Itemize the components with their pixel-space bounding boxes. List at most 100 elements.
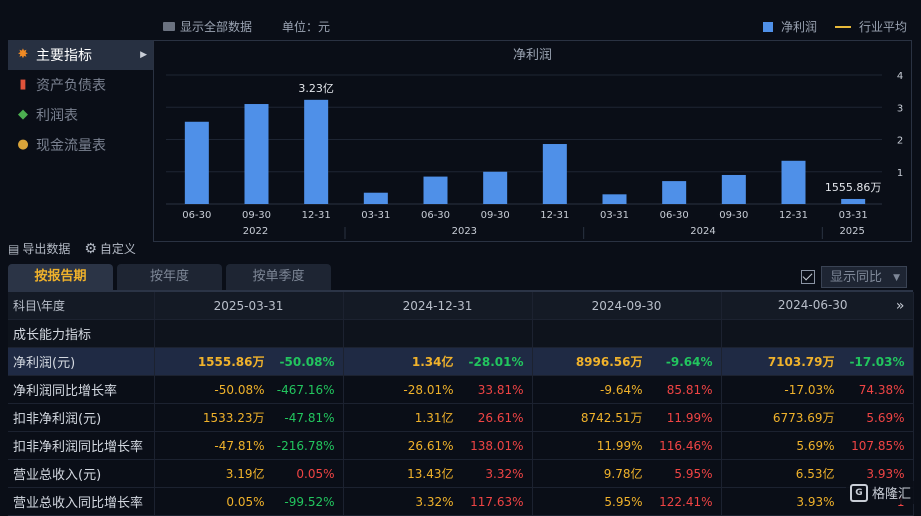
table-cell: 5.95% 122.41% <box>532 487 722 516</box>
bar <box>542 144 567 204</box>
legend-bar-swatch <box>762 21 773 32</box>
cell-value: 1533.23万 <box>202 411 265 425</box>
bar <box>841 198 866 204</box>
table-cell: -9.64% 85.81% <box>532 375 722 404</box>
table-cell: -28.01% 33.81% <box>343 375 533 404</box>
row-label: 净利润同比增长率 <box>8 375 155 404</box>
bar <box>244 104 269 204</box>
table-cell: 26.61% 138.01% <box>343 431 533 460</box>
cell-change: 5.69% <box>866 411 905 425</box>
row-label: 营业总收入同比增长率 <box>8 487 155 516</box>
y-tick-label: 4 <box>897 71 903 82</box>
cell-value: 11.99% <box>596 438 643 453</box>
bar <box>721 174 746 204</box>
customize-button[interactable]: ⚙ 自定义 <box>84 240 136 257</box>
year-label: 2023 <box>452 226 477 237</box>
header-col-4-label: 2024-06-30 <box>777 297 848 312</box>
tab-by-year[interactable]: 按年度 <box>117 264 222 290</box>
cell-value: -47.81% <box>214 438 265 453</box>
table-row[interactable]: 净利润同比增长率 -50.08% -467.16% -28.01% 33.81% -9.6… <box>8 375 914 404</box>
export-data-button[interactable]: ▤ 导出数据 <box>8 240 70 257</box>
y-tick-label: 2 <box>897 136 903 147</box>
cell-value: 13.43亿 <box>407 467 454 481</box>
cell-change: 3.32% <box>485 467 524 481</box>
x-tick-label: 09-30 <box>481 210 510 221</box>
arrow-right-icon: ▶ <box>140 50 147 60</box>
header-col-3[interactable]: 2024-09-30 <box>532 292 722 320</box>
next-page-icon[interactable]: » <box>895 297 905 314</box>
section-label: 成长能力指标 <box>8 319 155 348</box>
x-tick-label: 09-30 <box>719 210 748 221</box>
header-col-4[interactable]: 2024-06-30 » <box>721 292 914 320</box>
cell-change: -9.64% <box>665 355 713 369</box>
table-cell: 3.32% 117.63% <box>343 487 533 516</box>
sidebar-item-main-indicators[interactable]: ✸ 主要指标 ▶ <box>8 40 153 70</box>
row-label: 营业总收入(元) <box>8 459 155 488</box>
tab-by-report-period[interactable]: 按报告期 <box>8 264 113 290</box>
unit-label: 单位：元 <box>282 20 331 34</box>
cell-change: 122.41% <box>659 494 713 509</box>
x-tick-label: 06-30 <box>660 210 689 221</box>
yoy-checkbox[interactable] <box>801 270 815 284</box>
table-cell: 0.05% -99.52% <box>154 487 344 516</box>
cell-value: 3.93% <box>796 494 835 509</box>
row-label: 净利润(元) <box>8 347 155 376</box>
section-row: 成长能力指标 <box>8 319 914 348</box>
yoy-dropdown[interactable]: 显示同比 ▼ <box>821 266 907 288</box>
bar <box>304 99 329 204</box>
cell-change: 3.93% <box>866 467 905 481</box>
cell-change: 85.81% <box>666 382 713 397</box>
table-cell: 13.43亿 3.32% <box>343 459 533 488</box>
header-col-2[interactable]: 2024-12-31 <box>343 292 533 320</box>
empty-cell <box>154 319 344 348</box>
table-row[interactable]: 营业总收入同比增长率 0.05% -99.52% 3.32% 117.63% 5.95% 1… <box>8 487 914 516</box>
table-row[interactable]: 营业总收入(元) 3.19亿 0.05% 13.43亿 3.32% 9.78亿 5.95% 6… <box>8 459 914 488</box>
export-icon: ▤ <box>8 241 20 256</box>
sidebar-item-label: 主要指标 <box>36 48 92 64</box>
sidebar-item-income-statement[interactable]: ◆ 利润表 <box>8 100 153 130</box>
chart-svg: 净利润 1 2 3 4 06-30 09-30 12-31 03-31 06-30 09-30 12-… <box>166 48 903 239</box>
sidebar-item-label: 资产负债表 <box>36 78 106 94</box>
tools-bar: ▤ 导出数据 ⚙ 自定义 <box>8 240 136 257</box>
cell-change: 0.05% <box>296 467 335 481</box>
logo-text: 格隆汇 <box>871 487 911 502</box>
header-col-1[interactable]: 2025-03-31 <box>154 292 344 320</box>
cell-value: 8996.56万 <box>575 355 643 369</box>
chart-legend: 净利润 行业平均 <box>762 18 907 35</box>
table-row[interactable]: 净利润(元) 1555.86万 -50.08% 1.34亿 -28.01% 8996.56… <box>8 347 914 376</box>
tab-underline <box>8 290 913 292</box>
yoy-control: 显示同比 ▼ <box>801 266 907 288</box>
star-icon: ✸ <box>17 47 29 62</box>
bar <box>781 160 806 204</box>
cell-value: 1555.86万 <box>197 355 265 369</box>
table-cell: 11.99% 116.46% <box>532 431 722 460</box>
table-cell: 8996.56万 -9.64% <box>532 347 722 376</box>
show-all-data-toggle[interactable]: 显示全部数据 <box>163 18 252 35</box>
empty-cell <box>343 319 533 348</box>
cell-change: 107.85% <box>851 438 905 453</box>
chevron-down-icon: ▼ <box>893 273 900 283</box>
cell-value: 3.32% <box>415 494 454 509</box>
cell-value: -17.03% <box>784 382 835 397</box>
legend-line-swatch <box>834 25 851 28</box>
legend-line-label[interactable]: 行业平均 <box>858 20 907 34</box>
legend-bar-label[interactable]: 净利润 <box>780 20 817 34</box>
tab-by-quarter[interactable]: 按单季度 <box>226 264 331 290</box>
table-cell: -47.81% -216.78% <box>154 431 344 460</box>
table-cell: 1.31亿 26.61% <box>343 403 533 432</box>
watermark-logo: G 格隆汇 <box>845 481 915 504</box>
show-all-label: 显示全部数据 <box>180 20 253 34</box>
cell-value: 1.31亿 <box>414 411 454 425</box>
table-row[interactable]: 扣非净利润同比增长率 -47.81% -216.78% 26.61% 138.01% 11… <box>8 431 914 460</box>
cell-value: 0.05% <box>226 494 265 509</box>
cell-change: -50.08% <box>279 355 335 369</box>
sidebar-item-cash-flow[interactable]: ● 现金流量表 <box>8 130 153 160</box>
year-label: 2024 <box>690 226 715 237</box>
x-tick-label: 09-30 <box>242 210 271 221</box>
bar <box>184 121 209 204</box>
sidebar-item-balance-sheet[interactable]: ▮ 资产负债表 <box>8 70 153 100</box>
table-row[interactable]: 扣非净利润(元) 1533.23万 -47.81% 1.31亿 26.61% 8742.5… <box>8 403 914 432</box>
chart-title: 净利润 <box>513 48 552 63</box>
table-cell: 7103.79万 -17.03% <box>721 347 914 376</box>
gear-icon: ⚙ <box>84 240 97 257</box>
